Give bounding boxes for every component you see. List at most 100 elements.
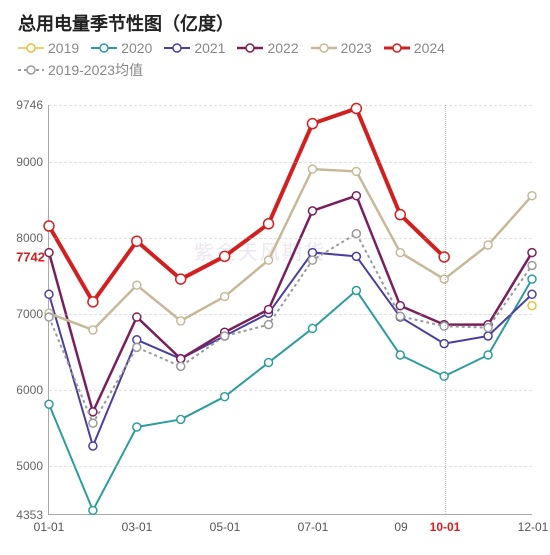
series-marker (265, 305, 273, 313)
series-marker (396, 351, 404, 359)
series-marker (308, 324, 316, 332)
series-marker (221, 293, 229, 301)
series-marker (352, 287, 360, 295)
series-marker (528, 275, 536, 283)
legend-swatch (237, 43, 263, 53)
series-marker (176, 274, 186, 284)
series-line (49, 108, 444, 301)
legend-item[interactable]: 2019 (18, 40, 79, 56)
legend-swatch (311, 43, 337, 53)
series-marker (528, 261, 536, 269)
series-marker (89, 442, 97, 450)
legend-label: 2020 (121, 40, 152, 56)
chart-title: 总用电量季节性图（亿度） (18, 10, 234, 36)
series-marker (89, 419, 97, 427)
legend-item[interactable]: 2024 (384, 40, 445, 56)
series-marker (308, 256, 316, 264)
series-marker (89, 506, 97, 514)
y-tick-label: 8000 (16, 231, 49, 245)
legend-label: 2024 (414, 40, 445, 56)
series-marker (308, 249, 316, 257)
series-marker (307, 119, 317, 129)
y-tick-label: 9000 (16, 155, 49, 169)
series-marker (133, 423, 141, 431)
y-highlight-label: 7742 (16, 250, 49, 265)
x-highlight-line (445, 105, 446, 514)
series-svg (49, 105, 532, 514)
series-marker (484, 332, 492, 340)
legend-swatch (164, 43, 190, 53)
legend-label: 2022 (267, 40, 298, 56)
y-gridline (49, 162, 532, 163)
series-marker (352, 252, 360, 260)
series-marker (45, 290, 53, 298)
series-marker (221, 393, 229, 401)
seasonal-electricity-chart: 总用电量季节性图（亿度） 201920202021202220232024201… (0, 0, 550, 555)
legend-label: 2023 (341, 40, 372, 56)
y-gridline (49, 390, 532, 391)
series-marker (221, 332, 229, 340)
series-marker (265, 321, 273, 329)
legend-item[interactable]: 2022 (237, 40, 298, 56)
series-marker (352, 192, 360, 200)
y-tick-label: 9746 (16, 98, 49, 112)
legend-item[interactable]: 2019-2023均值 (18, 60, 143, 80)
series-marker (528, 290, 536, 298)
y-gridline (49, 314, 532, 315)
series-marker (352, 230, 360, 238)
x-tick-label: 12-01 (518, 514, 549, 534)
legend-item[interactable]: 2023 (311, 40, 372, 56)
plot-area: 紫金天风期货 435350006000700080009000974677420… (48, 105, 532, 515)
y-tick-label: 6000 (16, 383, 49, 397)
x-tick-label: 03-01 (122, 514, 153, 534)
series-marker (45, 400, 53, 408)
legend-label: 2019-2023均值 (48, 60, 143, 80)
y-gridline (49, 238, 532, 239)
series-marker (177, 317, 185, 325)
series-marker (265, 359, 273, 367)
series-marker (308, 165, 316, 173)
x-tick-label: 05-01 (210, 514, 241, 534)
series-marker (89, 326, 97, 334)
series-marker (484, 241, 492, 249)
x-tick-label: 09 (394, 514, 407, 534)
series-marker (88, 297, 98, 307)
series-marker (177, 362, 185, 370)
y-tick-label: 5000 (16, 459, 49, 473)
series-marker (89, 408, 97, 416)
chart-legend: 2019 2020 2021 2022 2023 2024 2019-2023均值 (18, 40, 540, 80)
series-marker (396, 302, 404, 310)
series-marker (484, 351, 492, 359)
series-marker (133, 281, 141, 289)
x-tick-label: 07-01 (298, 514, 329, 534)
series-marker (133, 343, 141, 351)
series-marker (352, 167, 360, 175)
y-tick-label: 7000 (16, 307, 49, 321)
series-marker (528, 192, 536, 200)
series-marker (264, 219, 274, 229)
series-marker (484, 324, 492, 332)
series-marker (528, 249, 536, 257)
series-marker (396, 249, 404, 257)
legend-swatch (18, 65, 44, 75)
series-marker (308, 207, 316, 215)
series-marker (177, 415, 185, 423)
legend-item[interactable]: 2020 (91, 40, 152, 56)
series-marker (265, 256, 273, 264)
legend-label: 2021 (194, 40, 225, 56)
legend-item[interactable]: 2021 (164, 40, 225, 56)
x-tick-label: 10-01 (430, 514, 461, 534)
legend-swatch (384, 43, 410, 53)
series-marker (177, 355, 185, 363)
series-marker (395, 210, 405, 220)
series-marker (133, 336, 141, 344)
series-marker (44, 221, 54, 231)
legend-label: 2019 (48, 40, 79, 56)
series-line (49, 169, 532, 330)
y-gridline (49, 105, 532, 106)
y-gridline (49, 466, 532, 467)
series-marker (220, 251, 230, 261)
series-marker (528, 302, 536, 310)
legend-swatch (18, 43, 44, 53)
legend-swatch (91, 43, 117, 53)
